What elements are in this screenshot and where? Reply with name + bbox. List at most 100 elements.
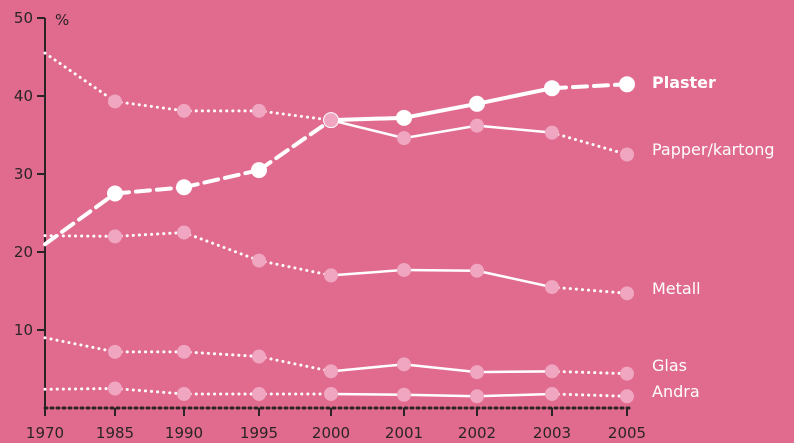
data-point — [620, 366, 634, 381]
data-point — [620, 389, 634, 404]
data-point — [177, 386, 191, 401]
data-point — [108, 381, 122, 396]
x-tick-label: 2005 — [608, 424, 646, 442]
x-tick-label: 1970 — [26, 424, 64, 442]
series-line-segment — [329, 392, 406, 396]
y-tick-label: 40 — [14, 87, 33, 105]
series-line-segment — [257, 118, 333, 173]
data-point — [324, 386, 338, 401]
series-line-segment — [257, 109, 333, 122]
series-label: Metall — [652, 279, 701, 298]
data-point — [544, 80, 560, 97]
data-point — [108, 94, 122, 109]
data-point — [397, 262, 411, 277]
data-point — [324, 268, 338, 283]
series-line-segment — [257, 355, 333, 373]
series-line-segment — [402, 124, 479, 140]
series-line-segment — [475, 86, 554, 106]
x-tick-label: 2002 — [458, 424, 496, 442]
data-point — [619, 76, 635, 93]
series-line-segment — [113, 387, 186, 396]
data-point — [470, 365, 484, 380]
series-labels: Plaster Papper/kartong Metall Glas Andra — [652, 73, 775, 401]
series-line-segment — [550, 131, 629, 156]
series-line-segment — [257, 259, 333, 277]
series-line-segment — [113, 99, 186, 113]
series-line-segment — [43, 234, 117, 238]
series-line-segment — [329, 118, 406, 140]
series-line-segment — [475, 269, 554, 289]
series-line-segment — [550, 392, 629, 398]
data-point — [177, 103, 191, 118]
axes: 10 20 30 40 50 1970 1985 1990 1995 2000 2001 2002 20… — [14, 9, 646, 442]
series-line-segment — [43, 51, 117, 103]
y-axis-unit-label: % — [55, 11, 69, 29]
series-markers — [107, 76, 635, 404]
x-tick-label: 2000 — [312, 424, 350, 442]
x-tick-label: 1990 — [165, 424, 203, 442]
series-line-segment — [475, 124, 554, 134]
series-line-segment — [550, 369, 629, 376]
y-tick-label: 10 — [14, 321, 33, 339]
series-line-segment — [182, 168, 261, 190]
series-line-segment — [113, 231, 186, 238]
series-line-segment — [402, 268, 479, 272]
data-point — [397, 357, 411, 372]
data-point — [251, 162, 267, 179]
data-point — [177, 225, 191, 240]
series-line-segment — [329, 115, 406, 123]
series-line-segment — [550, 82, 629, 91]
data-point — [176, 179, 192, 196]
data-point — [324, 364, 338, 379]
data-point — [397, 131, 411, 146]
series-line-segment — [113, 185, 186, 196]
data-point — [545, 280, 559, 295]
series-line-segment — [182, 231, 261, 263]
data-point — [252, 103, 266, 118]
y-tick-label: 50 — [14, 9, 33, 27]
data-point — [324, 113, 338, 128]
data-point — [397, 387, 411, 402]
series-line-segment — [43, 336, 117, 354]
data-point — [469, 95, 485, 112]
y-tick-label: 30 — [14, 165, 33, 183]
data-point — [620, 286, 634, 301]
data-point — [470, 118, 484, 133]
series-line-segment — [550, 285, 629, 295]
series-line-segment — [402, 101, 479, 120]
x-tick-label: 1985 — [96, 424, 134, 442]
x-tick-label: 1995 — [240, 424, 278, 442]
series-line-segment — [43, 387, 117, 391]
series-line-segment — [43, 191, 117, 247]
data-point — [177, 344, 191, 359]
data-point — [545, 125, 559, 140]
y-tick-label: 20 — [14, 243, 33, 261]
data-point — [252, 253, 266, 268]
series-line-segment — [182, 350, 261, 359]
series-line-segment — [475, 392, 554, 398]
data-point — [252, 349, 266, 364]
series-line-segment — [402, 363, 479, 374]
data-point — [545, 364, 559, 379]
x-tick-label: 2003 — [533, 424, 571, 442]
x-tick-label: 2001 — [385, 424, 423, 442]
data-point — [396, 109, 412, 126]
data-point — [108, 229, 122, 244]
series-line-segment — [329, 363, 406, 373]
series-lines — [43, 51, 629, 398]
data-point — [108, 344, 122, 359]
series-label: Glas — [652, 356, 687, 375]
series-label: Andra — [652, 382, 700, 401]
data-point — [107, 185, 123, 202]
data-point — [470, 263, 484, 278]
data-point — [252, 386, 266, 401]
data-point — [620, 147, 634, 162]
series-label: Papper/kartong — [652, 140, 775, 159]
data-point — [545, 386, 559, 401]
series-line-segment — [402, 393, 479, 398]
series-line-segment — [329, 268, 406, 277]
data-point — [470, 389, 484, 404]
series-line-segment — [475, 370, 554, 374]
series-label: Plaster — [652, 73, 716, 92]
